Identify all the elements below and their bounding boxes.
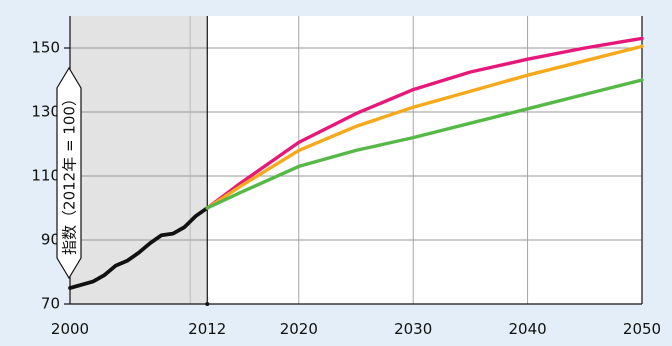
- y-tick-label-70: 70: [41, 295, 60, 313]
- x-tick-label-2050: 2050: [623, 320, 661, 338]
- x-tick-label-2000: 2000: [51, 320, 89, 338]
- y-axis-label-arrow-box: [56, 66, 82, 280]
- y-tick-label-110: 110: [31, 167, 60, 185]
- y-tick-label-130: 130: [31, 103, 60, 121]
- series-line-2: [205, 44, 644, 210]
- x-tick-label-2020: 2020: [280, 320, 318, 338]
- x-tick-label-2012: 2012: [188, 320, 226, 338]
- y-axis-label: 指数（2012年 = 100）: [61, 91, 79, 255]
- x-tick-label-2040: 2040: [509, 320, 547, 338]
- y-axis-label-callout: 指数（2012年 = 100）: [56, 66, 82, 280]
- divider-dot-2012: [205, 302, 210, 306]
- y-tick-label-150: 150: [31, 39, 60, 57]
- x-tick-label-2030: 2030: [394, 320, 432, 338]
- y-tick-label-90: 90: [41, 231, 60, 249]
- tick-labels: 70 90 110 130 150 2000 2012 2020 2030 2040 2050: [31, 39, 661, 339]
- series-lines: [68, 36, 644, 290]
- series-line-1: [205, 36, 644, 210]
- series-line-0: [68, 206, 210, 290]
- historical-shaded-region: [70, 16, 208, 304]
- series-line-3: [205, 78, 644, 210]
